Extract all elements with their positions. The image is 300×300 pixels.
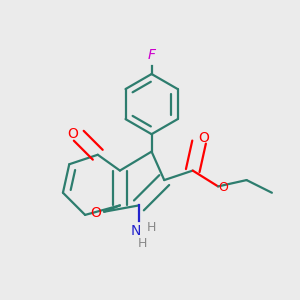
Text: O: O bbox=[91, 206, 102, 220]
Text: O: O bbox=[218, 181, 228, 194]
Text: H: H bbox=[137, 237, 147, 250]
Text: O: O bbox=[67, 127, 78, 141]
Text: H: H bbox=[147, 221, 156, 234]
Text: F: F bbox=[148, 48, 156, 62]
Text: O: O bbox=[198, 131, 209, 145]
Text: N: N bbox=[130, 224, 141, 238]
